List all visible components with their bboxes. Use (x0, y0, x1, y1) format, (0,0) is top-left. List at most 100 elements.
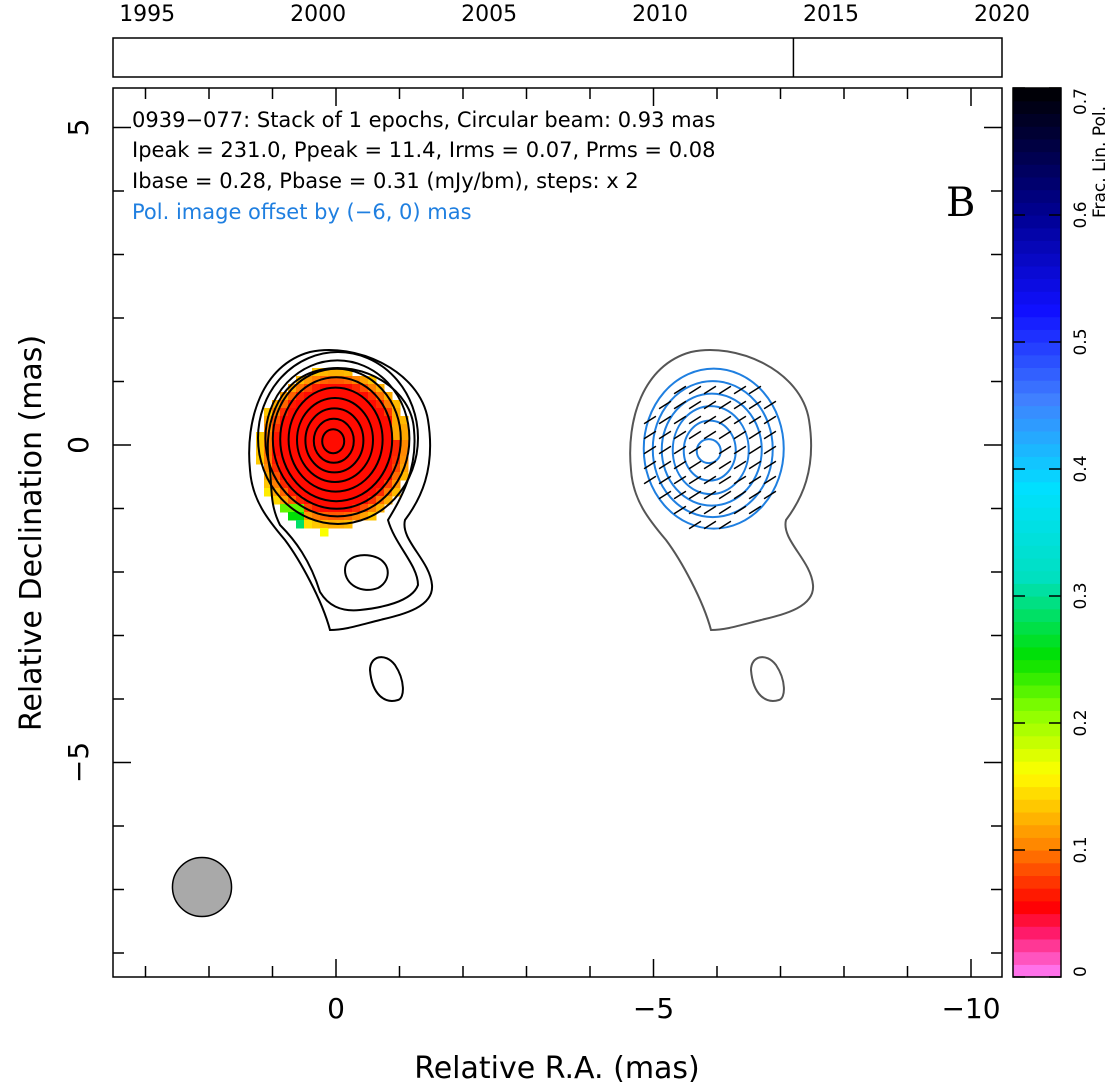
evpa-tick (658, 430, 672, 440)
polarization-cell (280, 496, 289, 505)
colorbar-step (1013, 189, 1061, 203)
colorbar-tick-label: 0.7 (1071, 88, 1091, 115)
evpa-tick (763, 460, 777, 470)
colorbar-tick-labels: 0 0.1 0.2 0.3 0.4 0.5 0.6 0.7 (1071, 88, 1091, 977)
polarization-cell (392, 448, 401, 457)
colorbar-tick-label: 0.6 (1071, 201, 1091, 228)
polarization-cell (392, 456, 401, 465)
polarization-cell (360, 376, 369, 385)
polarization-cell (312, 384, 321, 393)
polarization-cell (336, 448, 345, 457)
polarization-cell (376, 400, 385, 409)
polarization-cell (368, 392, 377, 401)
polarization-cell (368, 472, 377, 481)
evpa-tick (733, 385, 747, 395)
polarization-cell (376, 440, 385, 449)
intensity-contour (304, 407, 365, 474)
polarization-cell (360, 480, 369, 489)
colorbar-step (1013, 697, 1061, 711)
polarization-cell (288, 400, 297, 409)
polarization-cell (384, 408, 393, 417)
polarization-cell (384, 400, 393, 409)
y-tick-label: 0 (62, 436, 95, 454)
polarization-cell (320, 376, 329, 385)
evpa-ticks (643, 385, 777, 530)
polarization-contour (695, 438, 722, 465)
polarization-cell (320, 408, 329, 417)
colorbar-step (1013, 761, 1061, 775)
polarization-cell (320, 424, 329, 433)
polarization-cell (312, 392, 321, 401)
polarization-cell (328, 408, 337, 417)
evpa-tick (763, 430, 777, 440)
polarization-cell (272, 440, 281, 449)
polarization-cell (312, 488, 321, 497)
evpa-tick (733, 430, 747, 440)
evpa-tick (703, 475, 717, 485)
polarization-cell (376, 456, 385, 465)
evpa-tick (643, 475, 657, 485)
polarization-cell (264, 464, 273, 473)
polarization-cell (384, 448, 393, 457)
polarization-cell (344, 424, 353, 433)
polarization-cell (328, 400, 337, 409)
colorbar-step (1013, 659, 1061, 673)
polarization-cell (312, 456, 321, 465)
polarization-cell (384, 416, 393, 425)
evpa-tick (733, 445, 747, 455)
evpa-tick (688, 520, 702, 530)
colorbar-step (1013, 303, 1061, 318)
evpa-tick (718, 445, 732, 455)
polarization-cell (288, 392, 297, 401)
timeline-tick-label: 1995 (119, 2, 175, 27)
evpa-tick (658, 445, 672, 455)
polarization-cell (376, 480, 385, 489)
polarization-cell (376, 424, 385, 433)
colorbar-step (1013, 684, 1061, 699)
evpa-tick (673, 445, 687, 455)
polarization-cell (280, 432, 289, 441)
evpa-tick (703, 385, 717, 395)
colorbar-step (1013, 507, 1061, 521)
colorbar-step (1013, 291, 1061, 305)
evpa-tick (658, 475, 672, 485)
polarization-cell (360, 432, 369, 441)
colorbar-step (1013, 723, 1061, 737)
contours (248, 349, 815, 702)
polarization-cell (344, 472, 353, 481)
polarization-cell (384, 432, 393, 441)
polarization-cell (280, 440, 289, 449)
colorbar-step (1013, 354, 1061, 368)
polarization-cell (336, 480, 345, 489)
colorbar-step (1013, 710, 1061, 724)
y-tick-label: 5 (62, 119, 95, 137)
colorbar-step (1013, 202, 1061, 216)
polarization-cell (312, 408, 321, 417)
polarization-cell (328, 416, 337, 425)
intensity-contour (279, 376, 394, 503)
colorbar-tick-label: 0.5 (1071, 328, 1091, 355)
timeline-tick-label: 2005 (461, 2, 517, 27)
colorbar-step (1013, 608, 1061, 622)
polarization-cell (296, 448, 305, 457)
colorbar-step (1013, 951, 1061, 965)
polarization-cell (360, 496, 369, 505)
colorbar-step (1013, 850, 1061, 864)
polarization-cell (400, 472, 409, 481)
colorbar-step (1013, 773, 1061, 788)
colorbar-step (1013, 367, 1061, 381)
polarization-cell (360, 448, 369, 457)
polarization-contour (682, 419, 737, 482)
colorbar-step (1013, 405, 1061, 419)
polarization-cell (304, 384, 313, 393)
polarization-cell (264, 488, 273, 497)
colorbar-step (1013, 253, 1061, 267)
colorbar-step (1013, 278, 1061, 292)
polarization-cell (296, 488, 305, 497)
polarization-cell (336, 464, 345, 473)
polarization-cell (328, 368, 337, 377)
polarization-cell (272, 464, 281, 473)
evpa-tick (748, 400, 762, 410)
polarization-cell (376, 488, 385, 497)
evpa-tick (733, 490, 747, 500)
